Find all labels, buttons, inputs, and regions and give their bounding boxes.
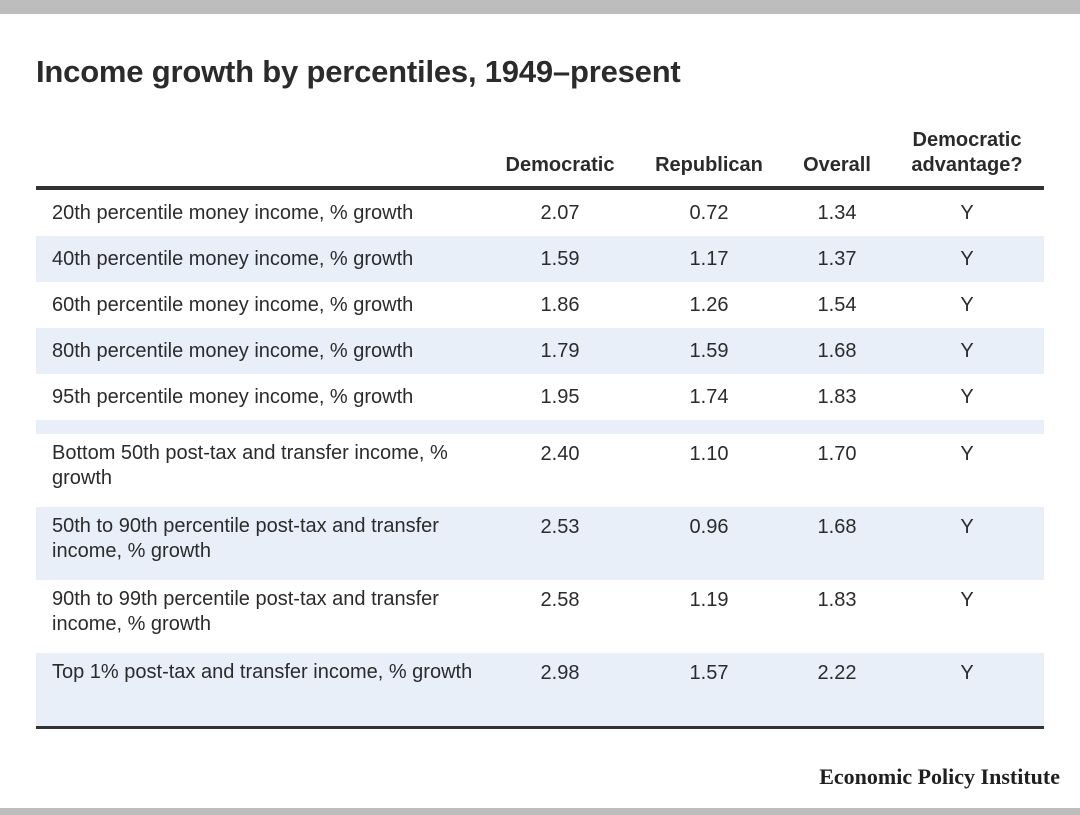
cell-overall: 1.34 xyxy=(817,201,857,224)
header-overall: Overall xyxy=(784,112,890,190)
table-row: Top 1% post-tax and transfer income, % g… xyxy=(36,653,1044,729)
data-table: Democratic Republican Overall Democratic… xyxy=(36,112,1044,729)
cell-overall: 1.70 xyxy=(817,443,857,465)
header-republican: Republican xyxy=(634,112,784,190)
row-label: Bottom 50th post-tax and transfer income… xyxy=(52,442,448,489)
cell-republican: 1.10 xyxy=(689,443,729,465)
source-credit: Economic Policy Institute xyxy=(819,764,1060,789)
cell-republican: 1.59 xyxy=(634,328,784,374)
spacer-cell xyxy=(36,420,1044,434)
income-growth-table: Democratic Republican Overall Democratic… xyxy=(36,112,1044,729)
cell-advantage: Y xyxy=(890,328,1044,374)
cell-republican: 1.57 xyxy=(634,653,784,729)
table-row: 60th percentile money income, % growth 1… xyxy=(36,282,1044,328)
header-democratic: Democratic xyxy=(486,112,634,190)
cell-democratic: 2.58 xyxy=(540,589,580,611)
cell-overall: 2.22 xyxy=(784,653,890,729)
top-band xyxy=(0,0,1080,14)
cell-democratic: 2.40 xyxy=(540,443,580,465)
row-label: 90th to 99th percentile post-tax and tra… xyxy=(52,588,439,635)
cell-advantage: Y xyxy=(960,385,974,408)
row-label: 60th percentile money income, % growth xyxy=(52,293,414,316)
cell-republican: 1.74 xyxy=(689,385,729,408)
cell-overall: 1.83 xyxy=(817,385,857,408)
cell-democratic: 1.95 xyxy=(540,385,580,408)
row-label: 20th percentile money income, % growth xyxy=(52,201,414,224)
row-label: 95th percentile money income, % growth xyxy=(52,385,414,408)
cell-democratic: 2.53 xyxy=(486,507,634,580)
bottom-band xyxy=(0,808,1080,815)
table-row: 40th percentile money income, % growth 1… xyxy=(36,236,1044,282)
cell-democratic: 2.98 xyxy=(486,653,634,729)
cell-republican: 0.96 xyxy=(634,507,784,580)
table-row: 20th percentile money income, % growth 2… xyxy=(36,188,1044,236)
header-democratic-advantage: Democratic advantage? xyxy=(890,112,1044,190)
cell-republican: 1.26 xyxy=(689,293,729,316)
table-row: 50th to 90th percentile post-tax and tra… xyxy=(36,507,1044,580)
chart-title: Income growth by percentiles, 1949–prese… xyxy=(36,54,681,89)
cell-advantage: Y xyxy=(890,236,1044,282)
cell-overall: 1.68 xyxy=(784,507,890,580)
header-row: Democratic Republican Overall Democratic… xyxy=(36,112,1044,190)
cell-advantage: Y xyxy=(960,293,974,316)
row-label: 50th to 90th percentile post-tax and tra… xyxy=(36,507,486,580)
table-row: 95th percentile money income, % growth 1… xyxy=(36,374,1044,420)
table-row: 80th percentile money income, % growth 1… xyxy=(36,328,1044,374)
row-label: Top 1% post-tax and transfer income, % g… xyxy=(36,653,486,729)
cell-advantage: Y xyxy=(960,201,974,224)
cell-overall: 1.37 xyxy=(784,236,890,282)
cell-advantage: Y xyxy=(890,653,1044,729)
row-label: 40th percentile money income, % growth xyxy=(36,236,486,282)
cell-republican: 1.17 xyxy=(634,236,784,282)
cell-republican: 0.72 xyxy=(689,201,729,224)
cell-democratic: 1.59 xyxy=(486,236,634,282)
table-row: 90th to 99th percentile post-tax and tra… xyxy=(36,580,1044,653)
cell-democratic: 1.86 xyxy=(540,293,580,316)
table-row: Bottom 50th post-tax and transfer income… xyxy=(36,434,1044,507)
cell-republican: 1.19 xyxy=(689,589,729,611)
cell-overall: 1.54 xyxy=(817,293,857,316)
section-spacer-row xyxy=(36,420,1044,434)
cell-democratic: 1.79 xyxy=(486,328,634,374)
cell-advantage: Y xyxy=(890,507,1044,580)
cell-advantage: Y xyxy=(960,443,974,465)
cell-advantage: Y xyxy=(960,589,974,611)
row-label: 80th percentile money income, % growth xyxy=(36,328,486,374)
cell-overall: 1.83 xyxy=(817,589,857,611)
cell-democratic: 2.07 xyxy=(540,201,580,224)
cell-overall: 1.68 xyxy=(784,328,890,374)
header-label xyxy=(36,112,486,190)
